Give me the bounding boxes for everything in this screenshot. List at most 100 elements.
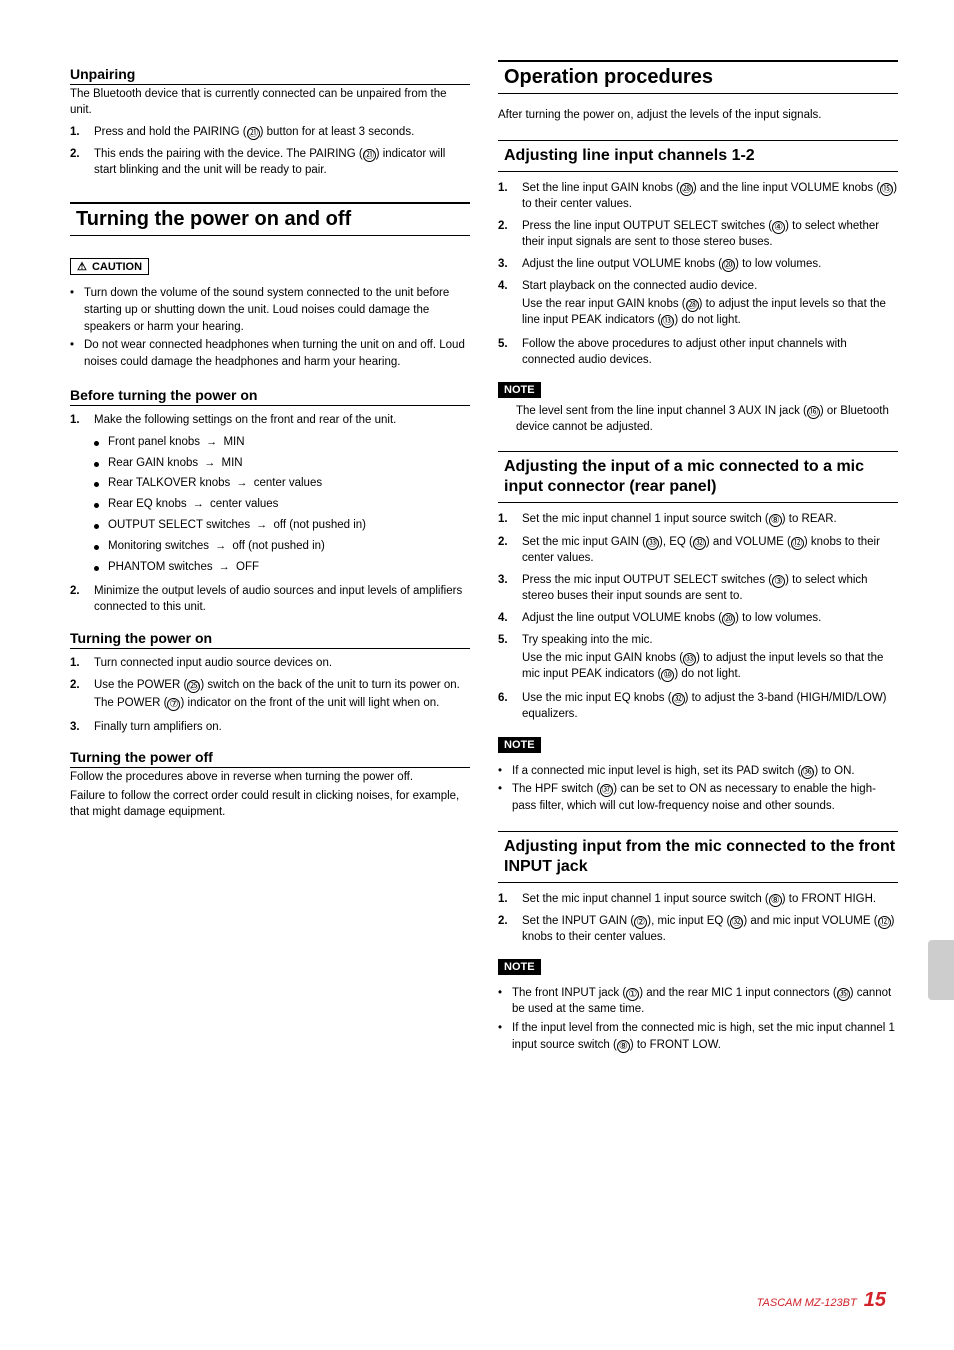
ref-icon: ㊱ bbox=[801, 766, 814, 779]
heading-operation: Operation procedures bbox=[498, 60, 898, 94]
list-item: 1.Turn connected input audio source devi… bbox=[70, 655, 470, 671]
list-item: 4.Start playback on the connected audio … bbox=[498, 278, 898, 330]
list-item: 2.Minimize the output levels of audio so… bbox=[70, 583, 470, 615]
list-item: 2.Set the INPUT GAIN (②), mic input EQ (… bbox=[498, 913, 898, 945]
list-item: Rear EQ knobs → center values bbox=[94, 494, 470, 515]
arrow-icon: → bbox=[237, 474, 248, 494]
list-item: Rear TALKOVER knobs → center values bbox=[94, 473, 470, 494]
left-column: Unpairing The Bluetooth device that is c… bbox=[70, 60, 470, 1058]
ref-icon: ④ bbox=[772, 221, 785, 234]
list-item: 2.Press the line input OUTPUT SELECT swi… bbox=[498, 218, 898, 250]
list-item: 1.Make the following settings on the fro… bbox=[70, 412, 470, 578]
ref-icon: ㉘ bbox=[680, 183, 693, 196]
list-item: 5.Follow the above procedures to adjust … bbox=[498, 336, 898, 368]
ref-icon: ㉟ bbox=[837, 988, 850, 1001]
list-item: OUTPUT SELECT switches → off (not pushed… bbox=[94, 515, 470, 536]
power-on-steps: 1.Turn connected input audio source devi… bbox=[70, 655, 470, 735]
arrow-icon: → bbox=[193, 495, 204, 515]
note-list: The front INPUT jack (①) and the rear MI… bbox=[498, 985, 898, 1054]
page-footer: TASCAM MZ-123BT 15 bbox=[757, 1289, 886, 1312]
caution-list: Turn down the volume of the sound system… bbox=[70, 285, 470, 370]
before-power-steps: 1.Make the following settings on the fro… bbox=[70, 412, 470, 616]
note-badge: NOTE bbox=[498, 737, 541, 753]
heading-power: Turning the power on and off bbox=[70, 202, 470, 236]
settings-list: Front panel knobs → MIN Rear GAIN knobs … bbox=[94, 432, 470, 578]
list-item: 6.Use the mic input EQ knobs (㉜) to adju… bbox=[498, 690, 898, 722]
ref-icon: ① bbox=[626, 988, 639, 1001]
ref-icon: ㉑ bbox=[247, 127, 260, 140]
heading-line-input: Adjusting line input channels 1-2 bbox=[498, 140, 898, 172]
page-number: 15 bbox=[864, 1289, 886, 1311]
heading-before-power-on: Before turning the power on bbox=[70, 387, 470, 406]
ref-icon: ㉝ bbox=[646, 537, 659, 550]
list-item: Front panel knobs → MIN bbox=[94, 432, 470, 453]
side-tab bbox=[928, 940, 954, 1000]
ref-icon: ㉜ bbox=[693, 537, 706, 550]
caution-badge: ⚠ CAUTION bbox=[70, 258, 149, 275]
list-item: 2.Set the mic input GAIN (㉝), EQ (㉜) and… bbox=[498, 534, 898, 566]
ref-icon: ㉕ bbox=[187, 680, 200, 693]
heading-mic-rear: Adjusting the input of a mic connected t… bbox=[498, 451, 898, 503]
arrow-icon: → bbox=[206, 433, 217, 453]
list-item: 1.Set the line input GAIN knobs (㉘) and … bbox=[498, 180, 898, 212]
arrow-icon: → bbox=[256, 516, 267, 536]
arrow-icon: → bbox=[219, 558, 230, 578]
list-item: 2.This ends the pairing with the device.… bbox=[70, 146, 470, 178]
ref-icon: ㉝ bbox=[683, 653, 696, 666]
note-text: The level sent from the line input chann… bbox=[498, 404, 898, 435]
ref-icon: ⑧ bbox=[617, 1040, 630, 1053]
ref-icon: ⑩ bbox=[661, 669, 674, 682]
list-item: 4.Adjust the line output VOLUME knobs (⑳… bbox=[498, 610, 898, 626]
ref-icon: ⑳ bbox=[722, 259, 735, 272]
list-item: If a connected mic input level is high, … bbox=[498, 763, 898, 780]
list-item: 1.Press and hold the PAIRING (㉑) button … bbox=[70, 124, 470, 140]
ref-icon: ⑫ bbox=[878, 916, 891, 929]
ref-icon: ㊲ bbox=[600, 784, 613, 797]
list-item: 2. Use the POWER (㉕) switch on the back … bbox=[70, 677, 470, 713]
note-badge: NOTE bbox=[498, 382, 541, 398]
ref-icon: ② bbox=[634, 916, 647, 929]
heading-power-off: Turning the power off bbox=[70, 749, 470, 768]
arrow-icon: → bbox=[204, 454, 215, 474]
list-item: PHANTOM switches → OFF bbox=[94, 557, 470, 578]
ref-icon: ㉜ bbox=[730, 916, 743, 929]
mic-front-steps: 1.Set the mic input channel 1 input sour… bbox=[498, 891, 898, 945]
warning-icon: ⚠ bbox=[77, 261, 87, 273]
list-item: Do not wear connected headphones when tu… bbox=[70, 337, 470, 370]
heading-power-on: Turning the power on bbox=[70, 630, 470, 649]
ref-icon: ⑫ bbox=[791, 537, 804, 550]
list-item: If the input level from the connected mi… bbox=[498, 1020, 898, 1053]
mic-rear-steps: 1.Set the mic input channel 1 input sour… bbox=[498, 511, 898, 722]
ref-icon: ⑧ bbox=[769, 514, 782, 527]
operation-intro: After turning the power on, adjust the l… bbox=[498, 108, 898, 124]
note-badge: NOTE bbox=[498, 959, 541, 975]
ref-icon: ㉜ bbox=[672, 693, 685, 706]
heading-unpairing: Unpairing bbox=[70, 66, 470, 85]
list-item: Turn down the volume of the sound system… bbox=[70, 285, 470, 335]
ref-icon: ⑬ bbox=[661, 315, 674, 328]
power-off-text: Follow the procedures above in reverse w… bbox=[70, 770, 470, 786]
ref-icon: ⑧ bbox=[769, 894, 782, 907]
list-item: 3.Adjust the line output VOLUME knobs (⑳… bbox=[498, 256, 898, 272]
line-input-steps: 1.Set the line input GAIN knobs (㉘) and … bbox=[498, 180, 898, 369]
list-item: Rear GAIN knobs → MIN bbox=[94, 453, 470, 474]
arrow-icon: → bbox=[215, 537, 226, 557]
ref-icon: ㉘ bbox=[686, 299, 699, 312]
list-item: The HPF switch (㊲) can be set to ON as n… bbox=[498, 781, 898, 814]
ref-icon: ⑯ bbox=[807, 406, 820, 419]
list-item: 3.Press the mic input OUTPUT SELECT swit… bbox=[498, 572, 898, 604]
ref-icon: ⑦ bbox=[167, 698, 180, 711]
ref-icon: ⑮ bbox=[880, 183, 893, 196]
ref-icon: ㉑ bbox=[363, 149, 376, 162]
list-item: 3.Finally turn amplifiers on. bbox=[70, 719, 470, 735]
list-item: 1.Set the mic input channel 1 input sour… bbox=[498, 891, 898, 907]
heading-mic-front: Adjusting input from the mic connected t… bbox=[498, 831, 898, 883]
list-item: Monitoring switches → off (not pushed in… bbox=[94, 536, 470, 557]
two-column-layout: Unpairing The Bluetooth device that is c… bbox=[70, 60, 898, 1058]
ref-icon: ⑳ bbox=[722, 613, 735, 626]
list-item: 5.Try speaking into the mic.Use the mic … bbox=[498, 632, 898, 684]
unpairing-intro: The Bluetooth device that is currently c… bbox=[70, 87, 470, 118]
ref-icon: ③ bbox=[772, 575, 785, 588]
list-item: 1.Set the mic input channel 1 input sour… bbox=[498, 511, 898, 527]
power-off-text: Failure to follow the correct order coul… bbox=[70, 789, 470, 820]
